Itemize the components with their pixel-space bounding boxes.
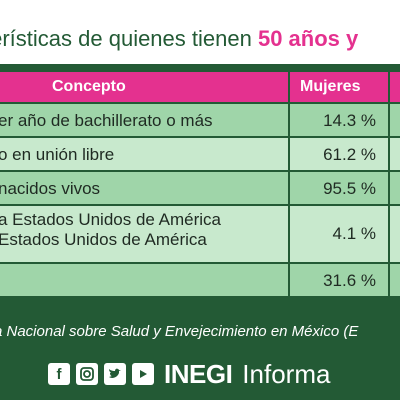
table-header-row: Concepto Mujeres: [0, 72, 400, 102]
table-row: a Estados Unidos de América Estados Unido…: [0, 204, 400, 262]
concept-cell: nacidos vivos: [0, 170, 288, 204]
title-bar: terísticas de quienes tienen 50 años y: [0, 0, 400, 64]
concept-cell: [0, 262, 288, 296]
title-highlight: 50 años y: [257, 26, 359, 51]
value-cell: 4.1 %: [290, 204, 388, 262]
extra-cell: [390, 262, 400, 296]
extra-cell: [390, 136, 400, 170]
header-mujeres: Mujeres: [290, 72, 388, 102]
header-concepto: Concepto: [0, 72, 288, 102]
extra-cell: [390, 102, 400, 136]
value-cell: 31.6 %: [290, 262, 388, 296]
header-extra: [390, 72, 400, 102]
concept-cell: o en unión libre: [0, 136, 288, 170]
youtube-icon[interactable]: [132, 363, 154, 385]
title: terísticas de quienes tienen 50 años y: [0, 26, 358, 52]
table-row: o en unión libre 61.2 %: [0, 136, 400, 170]
concept-cell: er año de bachillerato o más: [0, 102, 288, 136]
extra-cell: [390, 204, 400, 262]
footer-bar: f INEGI Informa: [48, 358, 330, 390]
source-note: a Nacional sobre Salud y Envejecimiento …: [0, 323, 359, 340]
concept-cell: a Estados Unidos de América Estados Unido…: [0, 204, 288, 262]
table-row: nacidos vivos 95.5 %: [0, 170, 400, 204]
data-table: Concepto Mujeres er año de bachillerato …: [0, 72, 400, 296]
title-prefix: terísticas de quienes tienen: [0, 26, 258, 51]
extra-cell: [390, 170, 400, 204]
facebook-icon[interactable]: f: [48, 363, 70, 385]
value-cell: 95.5 %: [290, 170, 388, 204]
twitter-icon[interactable]: [104, 363, 126, 385]
table-row: er año de bachillerato o más 14.3 %: [0, 102, 400, 136]
value-cell: 14.3 %: [290, 102, 388, 136]
value-cell: 61.2 %: [290, 136, 388, 170]
instagram-icon[interactable]: [76, 363, 98, 385]
inegi-logo: INEGI: [164, 358, 233, 389]
table-row: 31.6 %: [0, 262, 400, 296]
informa-label: Informa: [242, 358, 331, 389]
